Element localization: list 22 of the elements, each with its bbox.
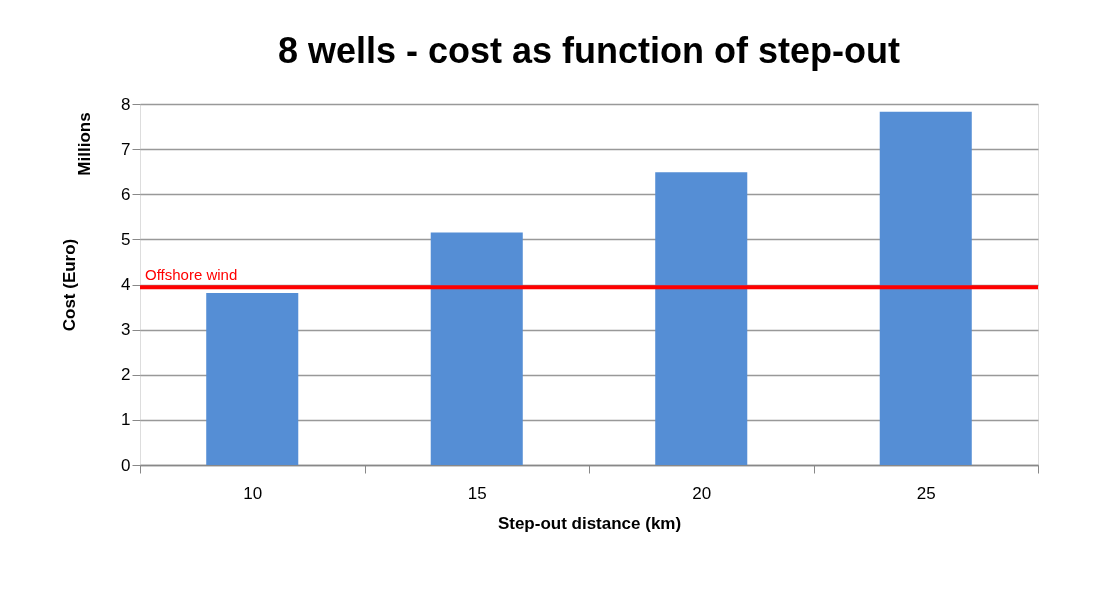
bar [206, 293, 299, 465]
bar [879, 111, 972, 465]
y-tick-label: 7 [121, 139, 131, 159]
x-axis-title: Step-out distance (km) [497, 513, 682, 533]
x-tick-label: 10 [243, 483, 263, 503]
text: Millions [75, 112, 94, 176]
bar [655, 172, 748, 465]
x-tick-label: 20 [692, 483, 712, 503]
ref-line-label: Offshore wind [145, 266, 238, 284]
bar [430, 232, 523, 465]
y-tick-label: 8 [121, 94, 131, 114]
y-tick-label: 6 [121, 184, 131, 204]
y-tick-label: 5 [121, 229, 131, 249]
y-tick-label: 4 [121, 275, 131, 294]
y-tick-label: 3 [121, 320, 131, 340]
y-tick-label: 2 [121, 365, 131, 385]
y-tick-label: 0 [121, 455, 131, 475]
x-tick-label: 15 [467, 483, 487, 503]
x-tick-label: 25 [916, 483, 936, 503]
y-tick-label: 1 [121, 410, 131, 430]
chart-title: 8 wells - cost as function of step-out [277, 30, 901, 71]
y-axis-title: Cost (Euro) [60, 238, 80, 332]
